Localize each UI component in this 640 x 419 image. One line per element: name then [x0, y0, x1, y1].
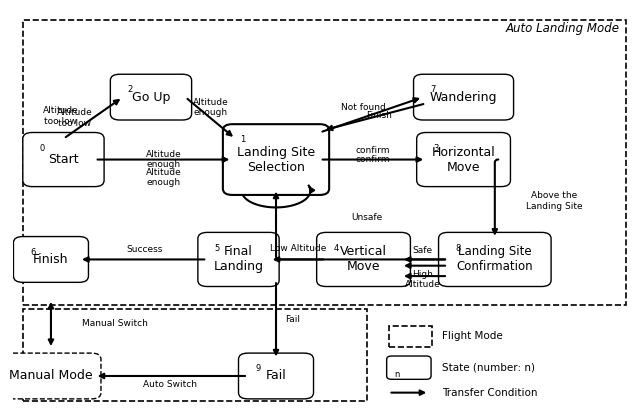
Text: Transfer Condition: Transfer Condition: [442, 388, 537, 398]
Text: Go Up: Go Up: [132, 91, 170, 103]
Text: 4: 4: [333, 243, 339, 253]
Text: Unsafe: Unsafe: [351, 213, 382, 222]
Text: Landing Site
Selection: Landing Site Selection: [237, 145, 315, 173]
Text: High
Altitude: High Altitude: [405, 270, 441, 289]
Text: 8: 8: [456, 243, 461, 253]
FancyBboxPatch shape: [438, 233, 551, 287]
Text: Vertical
Move: Vertical Move: [340, 246, 387, 274]
Text: Landing Site
Confirmation: Landing Site Confirmation: [456, 246, 533, 274]
Text: Altitude
enough: Altitude enough: [146, 168, 181, 187]
Text: 5: 5: [215, 243, 220, 253]
Text: Above the
Landing Site: Above the Landing Site: [526, 191, 582, 211]
Text: Safe: Safe: [413, 246, 433, 255]
Text: 9: 9: [255, 365, 260, 373]
Text: 7: 7: [431, 85, 436, 94]
Text: confirm: confirm: [356, 155, 390, 164]
Text: Not found: Not found: [341, 103, 386, 112]
FancyBboxPatch shape: [239, 353, 314, 399]
Text: Fail: Fail: [285, 316, 300, 324]
Text: Low Altitude: Low Altitude: [269, 244, 326, 253]
FancyBboxPatch shape: [110, 74, 191, 120]
Text: 6: 6: [30, 248, 36, 257]
Text: Horizontal
Move: Horizontal Move: [432, 145, 495, 173]
FancyBboxPatch shape: [1, 353, 101, 399]
FancyBboxPatch shape: [13, 237, 88, 282]
Text: Finish: Finish: [366, 111, 392, 120]
Text: Auto Switch: Auto Switch: [143, 380, 196, 389]
Text: confirm: confirm: [356, 145, 390, 155]
FancyBboxPatch shape: [317, 233, 410, 287]
Text: Auto Landing Mode: Auto Landing Mode: [506, 22, 620, 35]
Text: State (number: n): State (number: n): [442, 363, 534, 372]
FancyBboxPatch shape: [413, 74, 513, 120]
Text: Altitude
too low: Altitude too low: [42, 106, 78, 126]
FancyBboxPatch shape: [387, 356, 431, 379]
Text: Manual Switch: Manual Switch: [82, 319, 148, 328]
Text: Fail: Fail: [266, 370, 286, 383]
Text: 1: 1: [240, 135, 245, 145]
Text: Altitude
enough: Altitude enough: [146, 150, 181, 169]
FancyBboxPatch shape: [23, 132, 104, 186]
Text: 2: 2: [127, 85, 132, 94]
Text: Success: Success: [127, 245, 163, 254]
Text: Final
Landing: Final Landing: [214, 246, 264, 274]
Text: Start: Start: [48, 153, 79, 166]
Text: Wandering: Wandering: [430, 91, 497, 103]
Text: Altitude
enough: Altitude enough: [193, 98, 228, 117]
Text: Manual Mode: Manual Mode: [9, 370, 93, 383]
Text: Flight Mode: Flight Mode: [442, 331, 502, 341]
Text: 0: 0: [40, 144, 45, 153]
Text: 3: 3: [433, 144, 439, 153]
Text: n: n: [394, 370, 399, 379]
Text: Altitude
too low: Altitude too low: [56, 108, 92, 128]
FancyBboxPatch shape: [417, 132, 511, 186]
FancyBboxPatch shape: [198, 233, 279, 287]
FancyBboxPatch shape: [223, 124, 329, 195]
Text: Finish: Finish: [33, 253, 68, 266]
